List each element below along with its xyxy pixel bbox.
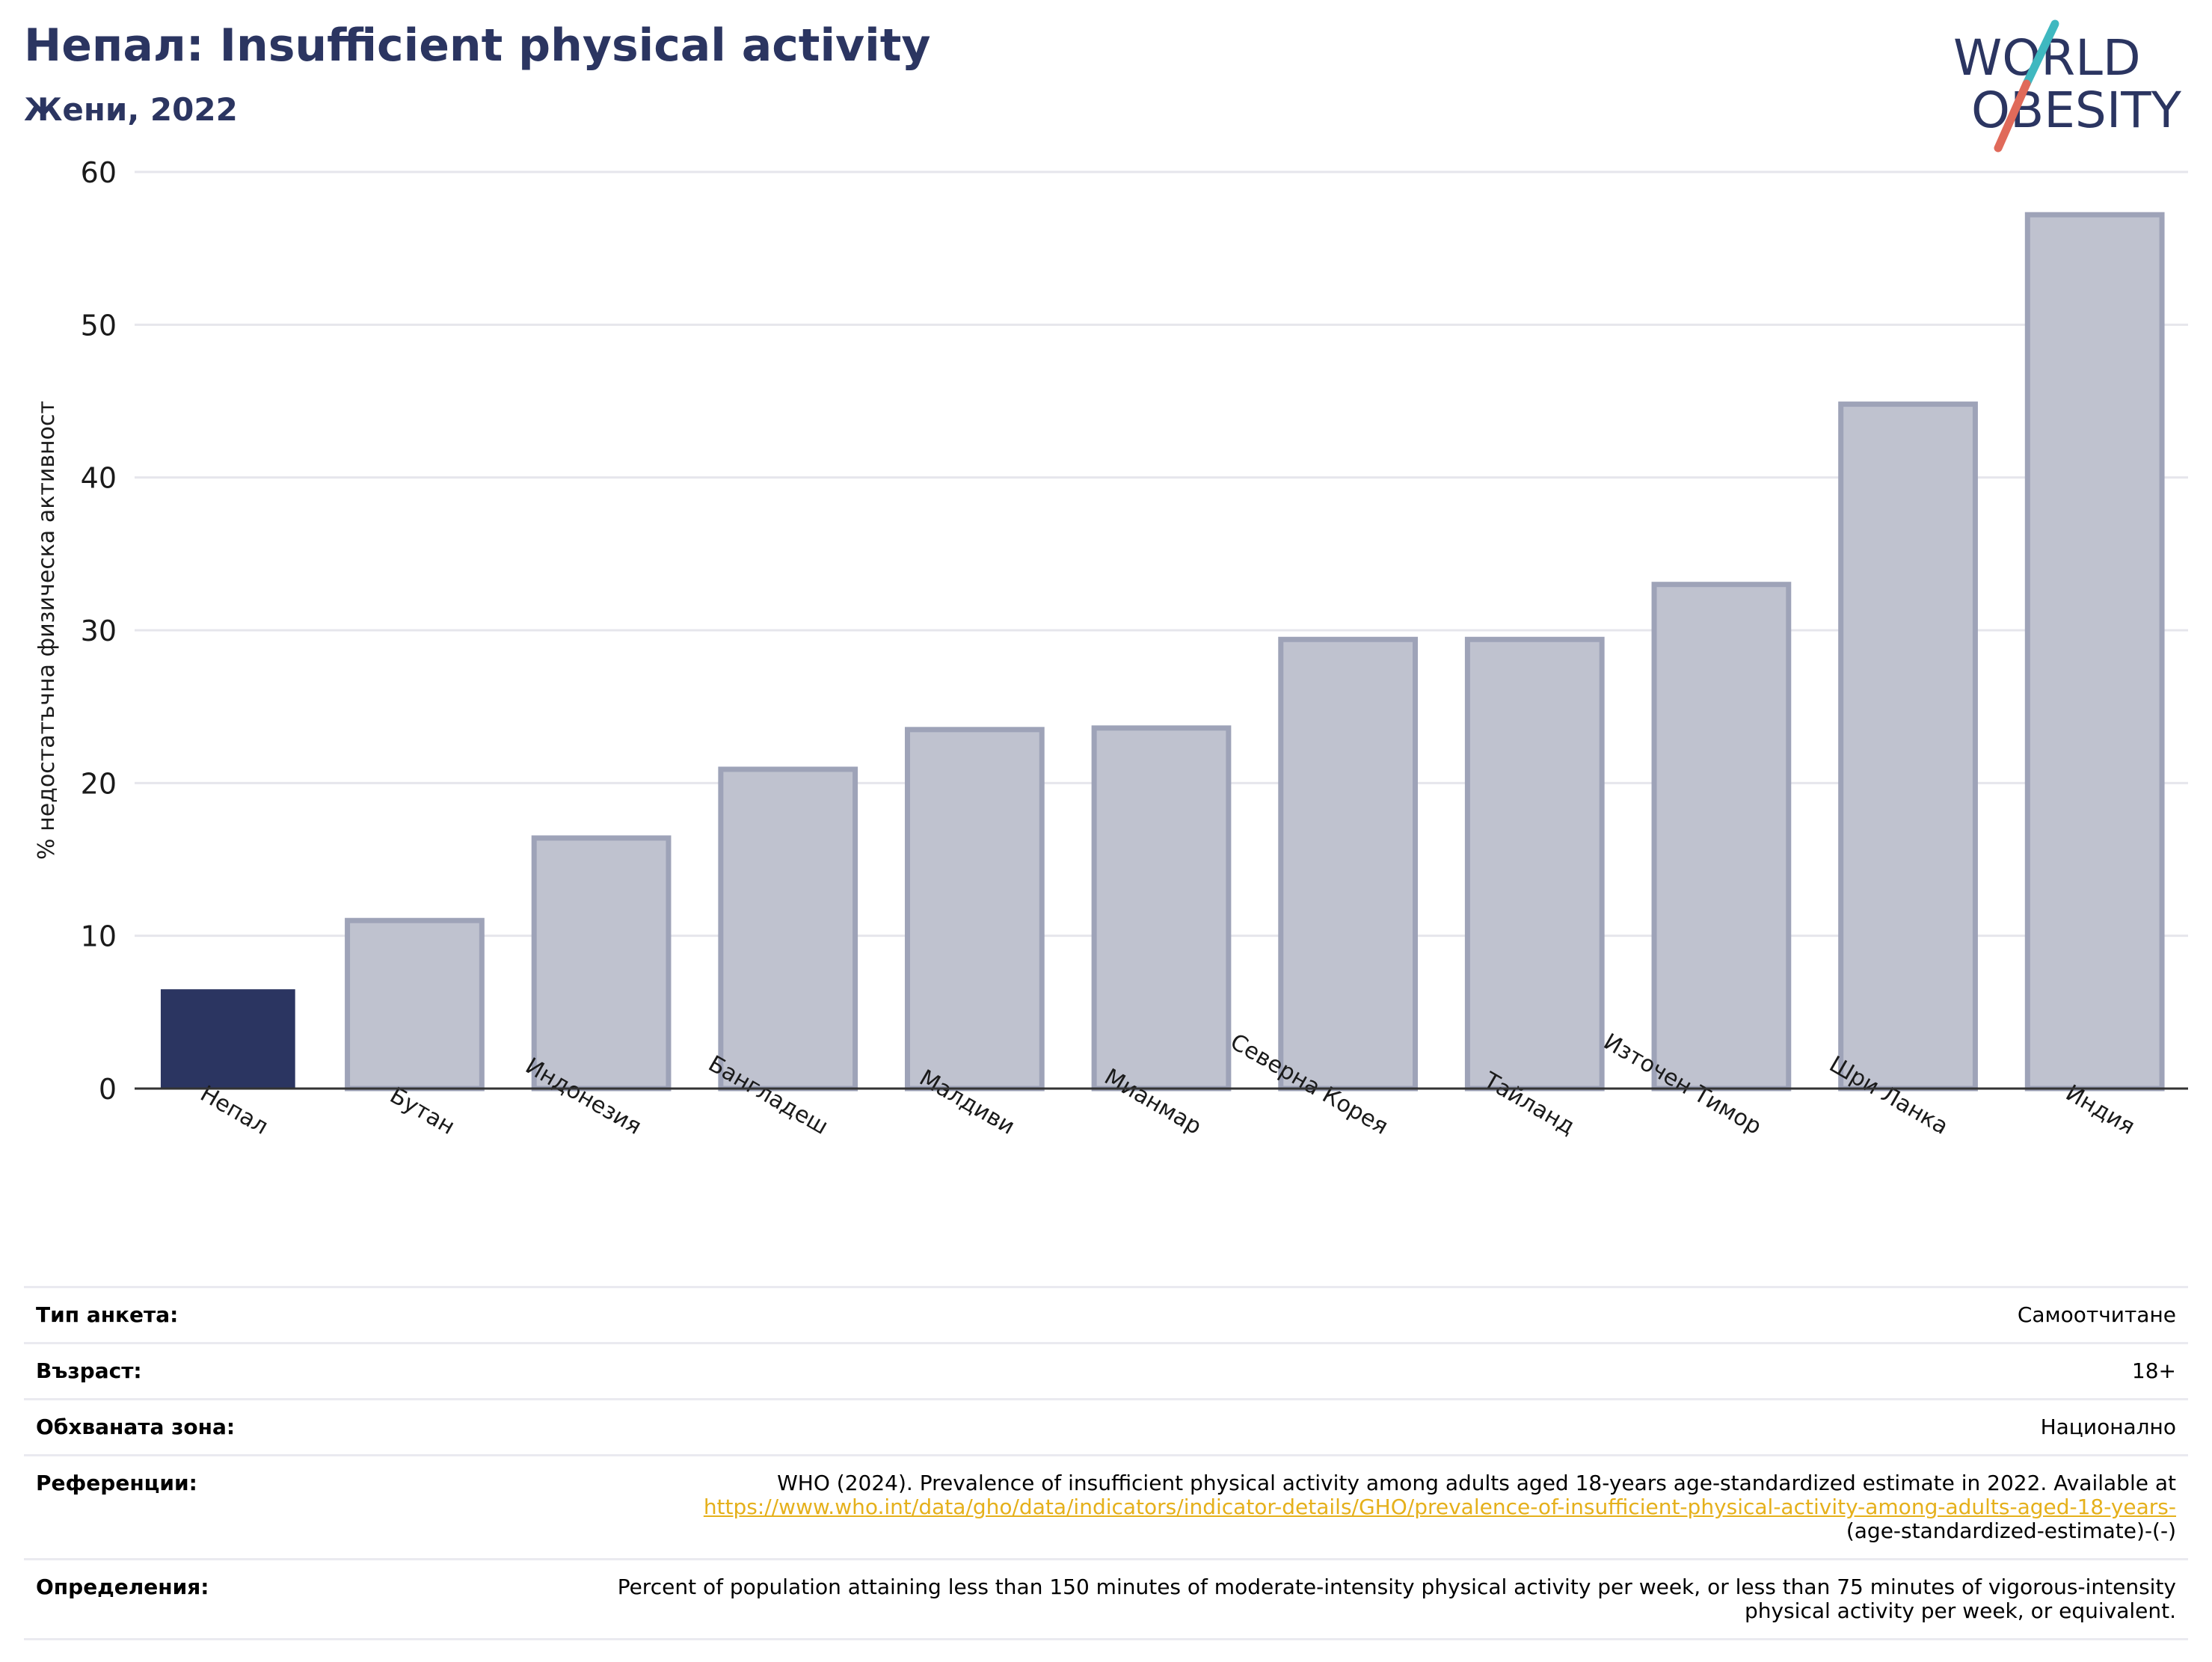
info-row-age: Възраст: 18+ [24, 1343, 2188, 1400]
y-tick-label: 50 [81, 309, 117, 342]
info-table: Тип анкета: Самоотчитане Възраст: 18+ Об… [24, 1286, 2188, 1640]
world-obesity-logo: WORLD OBESITY [1953, 19, 2182, 153]
reference-suffix: (age-standardized-estimate)-(-) [1846, 1518, 2176, 1543]
y-tick-label: 0 [99, 1073, 117, 1106]
chart-title: Непал: Insufficient physical activity [24, 19, 931, 72]
y-axis-label: % недостатъчна физическа активност [34, 401, 60, 860]
info-value: Национално [2040, 1415, 2176, 1439]
bar-2 [345, 917, 485, 1092]
logo-slash-coral [1994, 79, 2031, 153]
bar-8 [1464, 636, 1605, 1092]
y-tick-label: 40 [81, 462, 117, 495]
bar-3 [531, 835, 672, 1092]
info-label: Тип анкета: [36, 1302, 179, 1327]
bar-9 [1651, 582, 1792, 1092]
info-row-survey-type: Тип анкета: Самоотчитане [24, 1287, 2188, 1344]
info-row-references: Референции: WHO (2024). Prevalence of in… [24, 1455, 2188, 1560]
bar-11 [2024, 212, 2165, 1092]
info-row-coverage: Обхваната зона: Национално [24, 1399, 2188, 1456]
info-label: Референции: [36, 1471, 197, 1495]
info-label: Определения: [36, 1575, 209, 1599]
info-value-references: WHO (2024). Prevalence of insufficient p… [571, 1456, 2188, 1560]
bar-5 [904, 727, 1045, 1092]
info-value: 18+ [2131, 1358, 2176, 1383]
bar-4 [718, 766, 858, 1092]
bar-10 [1838, 401, 1978, 1092]
info-row-definitions: Определения: Percent of population attai… [24, 1559, 2188, 1640]
y-tick-label: 10 [81, 920, 117, 953]
info-value: Самоотчитане [2017, 1302, 2176, 1327]
bar-6 [1091, 725, 1232, 1092]
chart-subtitle: Жени, 2022 [24, 91, 238, 128]
bar-7 [1278, 636, 1419, 1092]
info-label: Обхваната зона: [36, 1415, 236, 1439]
bar-1 [160, 989, 295, 1089]
info-value: Percent of population attaining less tha… [617, 1575, 2176, 1623]
y-tick-label: 30 [81, 615, 117, 647]
reference-link[interactable]: https://www.who.int/data/gho/data/indica… [703, 1495, 2176, 1519]
logo-slash-teal [2022, 19, 2059, 88]
reference-text: WHO (2024). Prevalence of insufficient p… [777, 1471, 2176, 1495]
y-tick-label: 60 [81, 156, 117, 189]
bar-chart: 0 10 20 30 40 50 60 % недостатъчна физическа ак… [34, 156, 2188, 1140]
y-tick-label: 20 [81, 767, 117, 800]
info-label: Възраст: [36, 1358, 142, 1383]
